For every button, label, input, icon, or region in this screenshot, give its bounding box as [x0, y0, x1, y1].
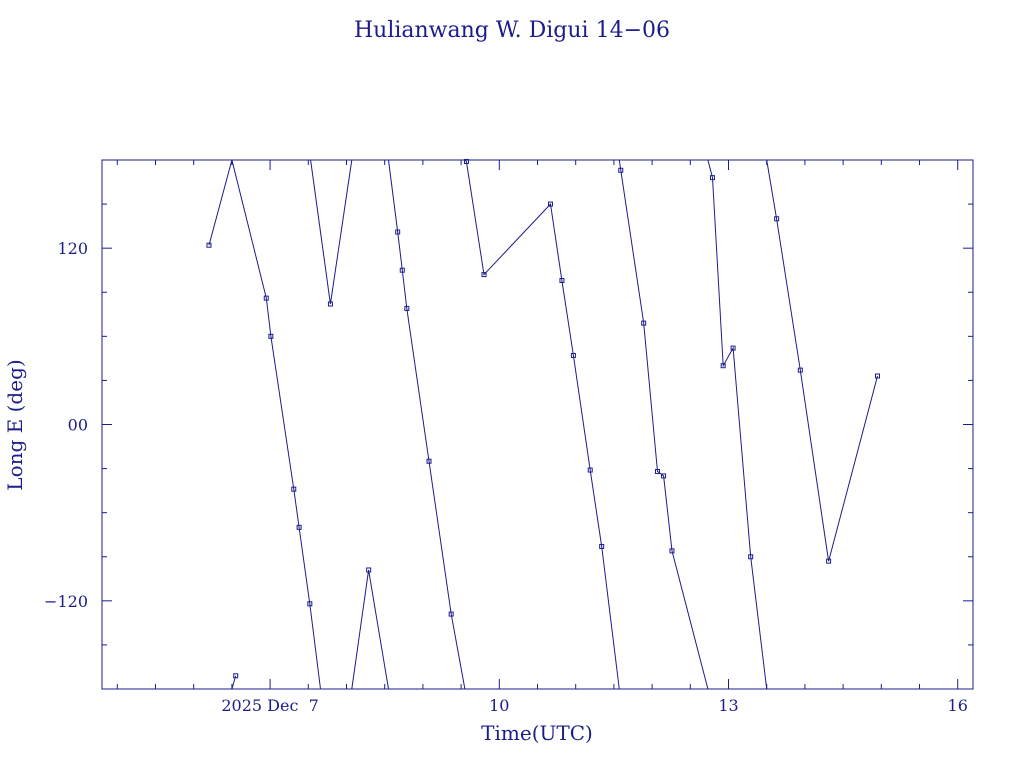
- data-point: [463, 158, 469, 164]
- data-point: [426, 458, 432, 464]
- series-segment: [707, 159, 768, 690]
- series-segment: [766, 159, 878, 562]
- data-point: [395, 229, 401, 235]
- data-point: [327, 301, 333, 307]
- series-segment: [310, 159, 353, 305]
- data-point: [709, 175, 715, 181]
- data-point: [206, 242, 212, 248]
- data-point: [641, 320, 647, 326]
- y-tick-label: −120: [44, 592, 88, 611]
- series-lines: [208, 159, 878, 690]
- series-segment: [618, 159, 709, 690]
- series-segment: [231, 159, 321, 690]
- chart-title: Hulianwang W. Digui 14−06: [354, 18, 670, 43]
- axis-ticks: [102, 160, 973, 689]
- data-point: [654, 469, 660, 475]
- data-point: [669, 548, 675, 554]
- data-point: [268, 333, 274, 339]
- data-point: [774, 216, 780, 222]
- data-point: [404, 305, 410, 311]
- data-point: [730, 345, 736, 351]
- data-point: [599, 543, 605, 549]
- data-point: [263, 295, 269, 301]
- data-point: [559, 277, 565, 283]
- x-tick-label: 10: [489, 696, 509, 715]
- data-point: [448, 611, 454, 617]
- data-point: [307, 601, 313, 607]
- data-point: [661, 473, 667, 479]
- data-point: [366, 567, 372, 573]
- data-point: [296, 524, 302, 530]
- x-axis-label: Time(UTC): [481, 721, 593, 745]
- data-point: [797, 367, 803, 373]
- y-tick-label: 120: [57, 239, 88, 258]
- series-segment: [464, 159, 620, 690]
- data-point: [720, 363, 726, 369]
- data-point: [547, 201, 553, 207]
- x-tick-label: 2025 Dec 7: [221, 696, 318, 715]
- data-points: [206, 158, 880, 679]
- data-point: [618, 167, 624, 173]
- y-tick-label: 00: [68, 416, 88, 435]
- data-point: [291, 486, 297, 492]
- data-point: [748, 554, 754, 560]
- x-tick-labels: 2025 Dec 7 10 13 16: [221, 696, 968, 715]
- data-point: [874, 373, 880, 379]
- data-point: [587, 467, 593, 473]
- x-tick-label: 16: [948, 696, 968, 715]
- series-segment: [351, 569, 389, 690]
- data-point: [570, 352, 576, 358]
- series-segment: [388, 159, 466, 690]
- plot-frame: [101, 159, 974, 690]
- y-tick-labels: 120 00 −120: [44, 239, 88, 611]
- series-segment: [208, 159, 233, 246]
- data-point: [399, 267, 405, 273]
- x-tick-label: 13: [718, 696, 738, 715]
- data-point: [233, 673, 239, 679]
- y-axis-label: Long E (deg): [3, 359, 27, 490]
- data-point: [481, 272, 487, 278]
- data-point: [826, 558, 832, 564]
